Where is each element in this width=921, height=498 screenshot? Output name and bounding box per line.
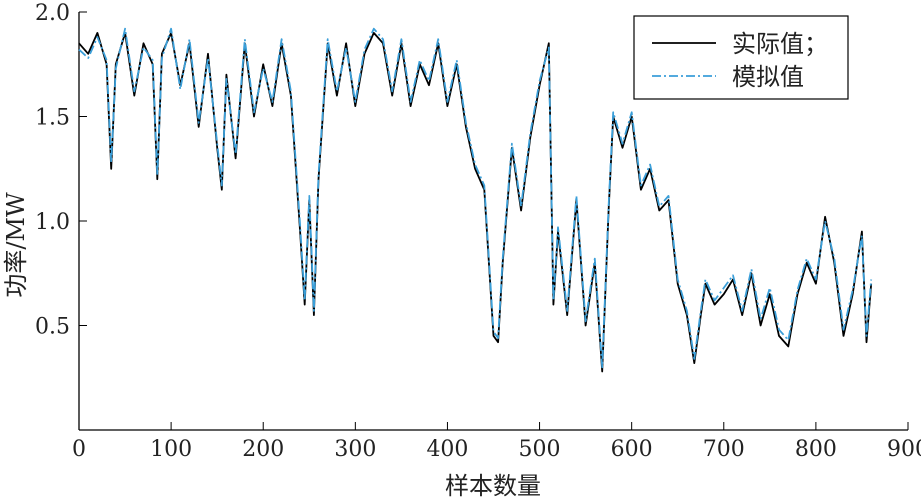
- y-axis-title: 功率/MW: [2, 192, 30, 298]
- series-line-simulated: [78, 27, 873, 369]
- y-tick-label: 0.5: [35, 315, 70, 340]
- x-tick-label: 900: [887, 437, 921, 462]
- x-ticks: 0 100 200 300 400 500 600 700 800 900: [72, 422, 921, 462]
- legend-label-actual: 实际值；: [732, 30, 828, 58]
- y-tick-label: 2.0: [35, 1, 70, 26]
- series-line-actual: [78, 32, 873, 373]
- legend-box: [633, 15, 849, 100]
- x-tick-label: 500: [519, 437, 561, 462]
- series-layer: [78, 27, 873, 373]
- x-axis-title: 样本数量: [445, 472, 541, 498]
- x-tick-label: 200: [242, 437, 284, 462]
- x-tick-label: 100: [150, 437, 192, 462]
- x-tick-label: 800: [795, 437, 837, 462]
- legend-label-simulated: 模拟值: [732, 63, 804, 91]
- y-tick-label: 1.0: [35, 210, 70, 235]
- legend: 实际值； 模拟值: [633, 15, 849, 100]
- x-tick-label: 700: [703, 437, 745, 462]
- x-tick-label: 300: [334, 437, 376, 462]
- x-tick-label: 0: [72, 437, 86, 462]
- x-tick-label: 400: [426, 437, 468, 462]
- y-tick-label: 1.5: [35, 106, 70, 131]
- y-ticks: 0.5 1.0 1.5 2.0: [35, 1, 87, 340]
- x-tick-label: 600: [611, 437, 653, 462]
